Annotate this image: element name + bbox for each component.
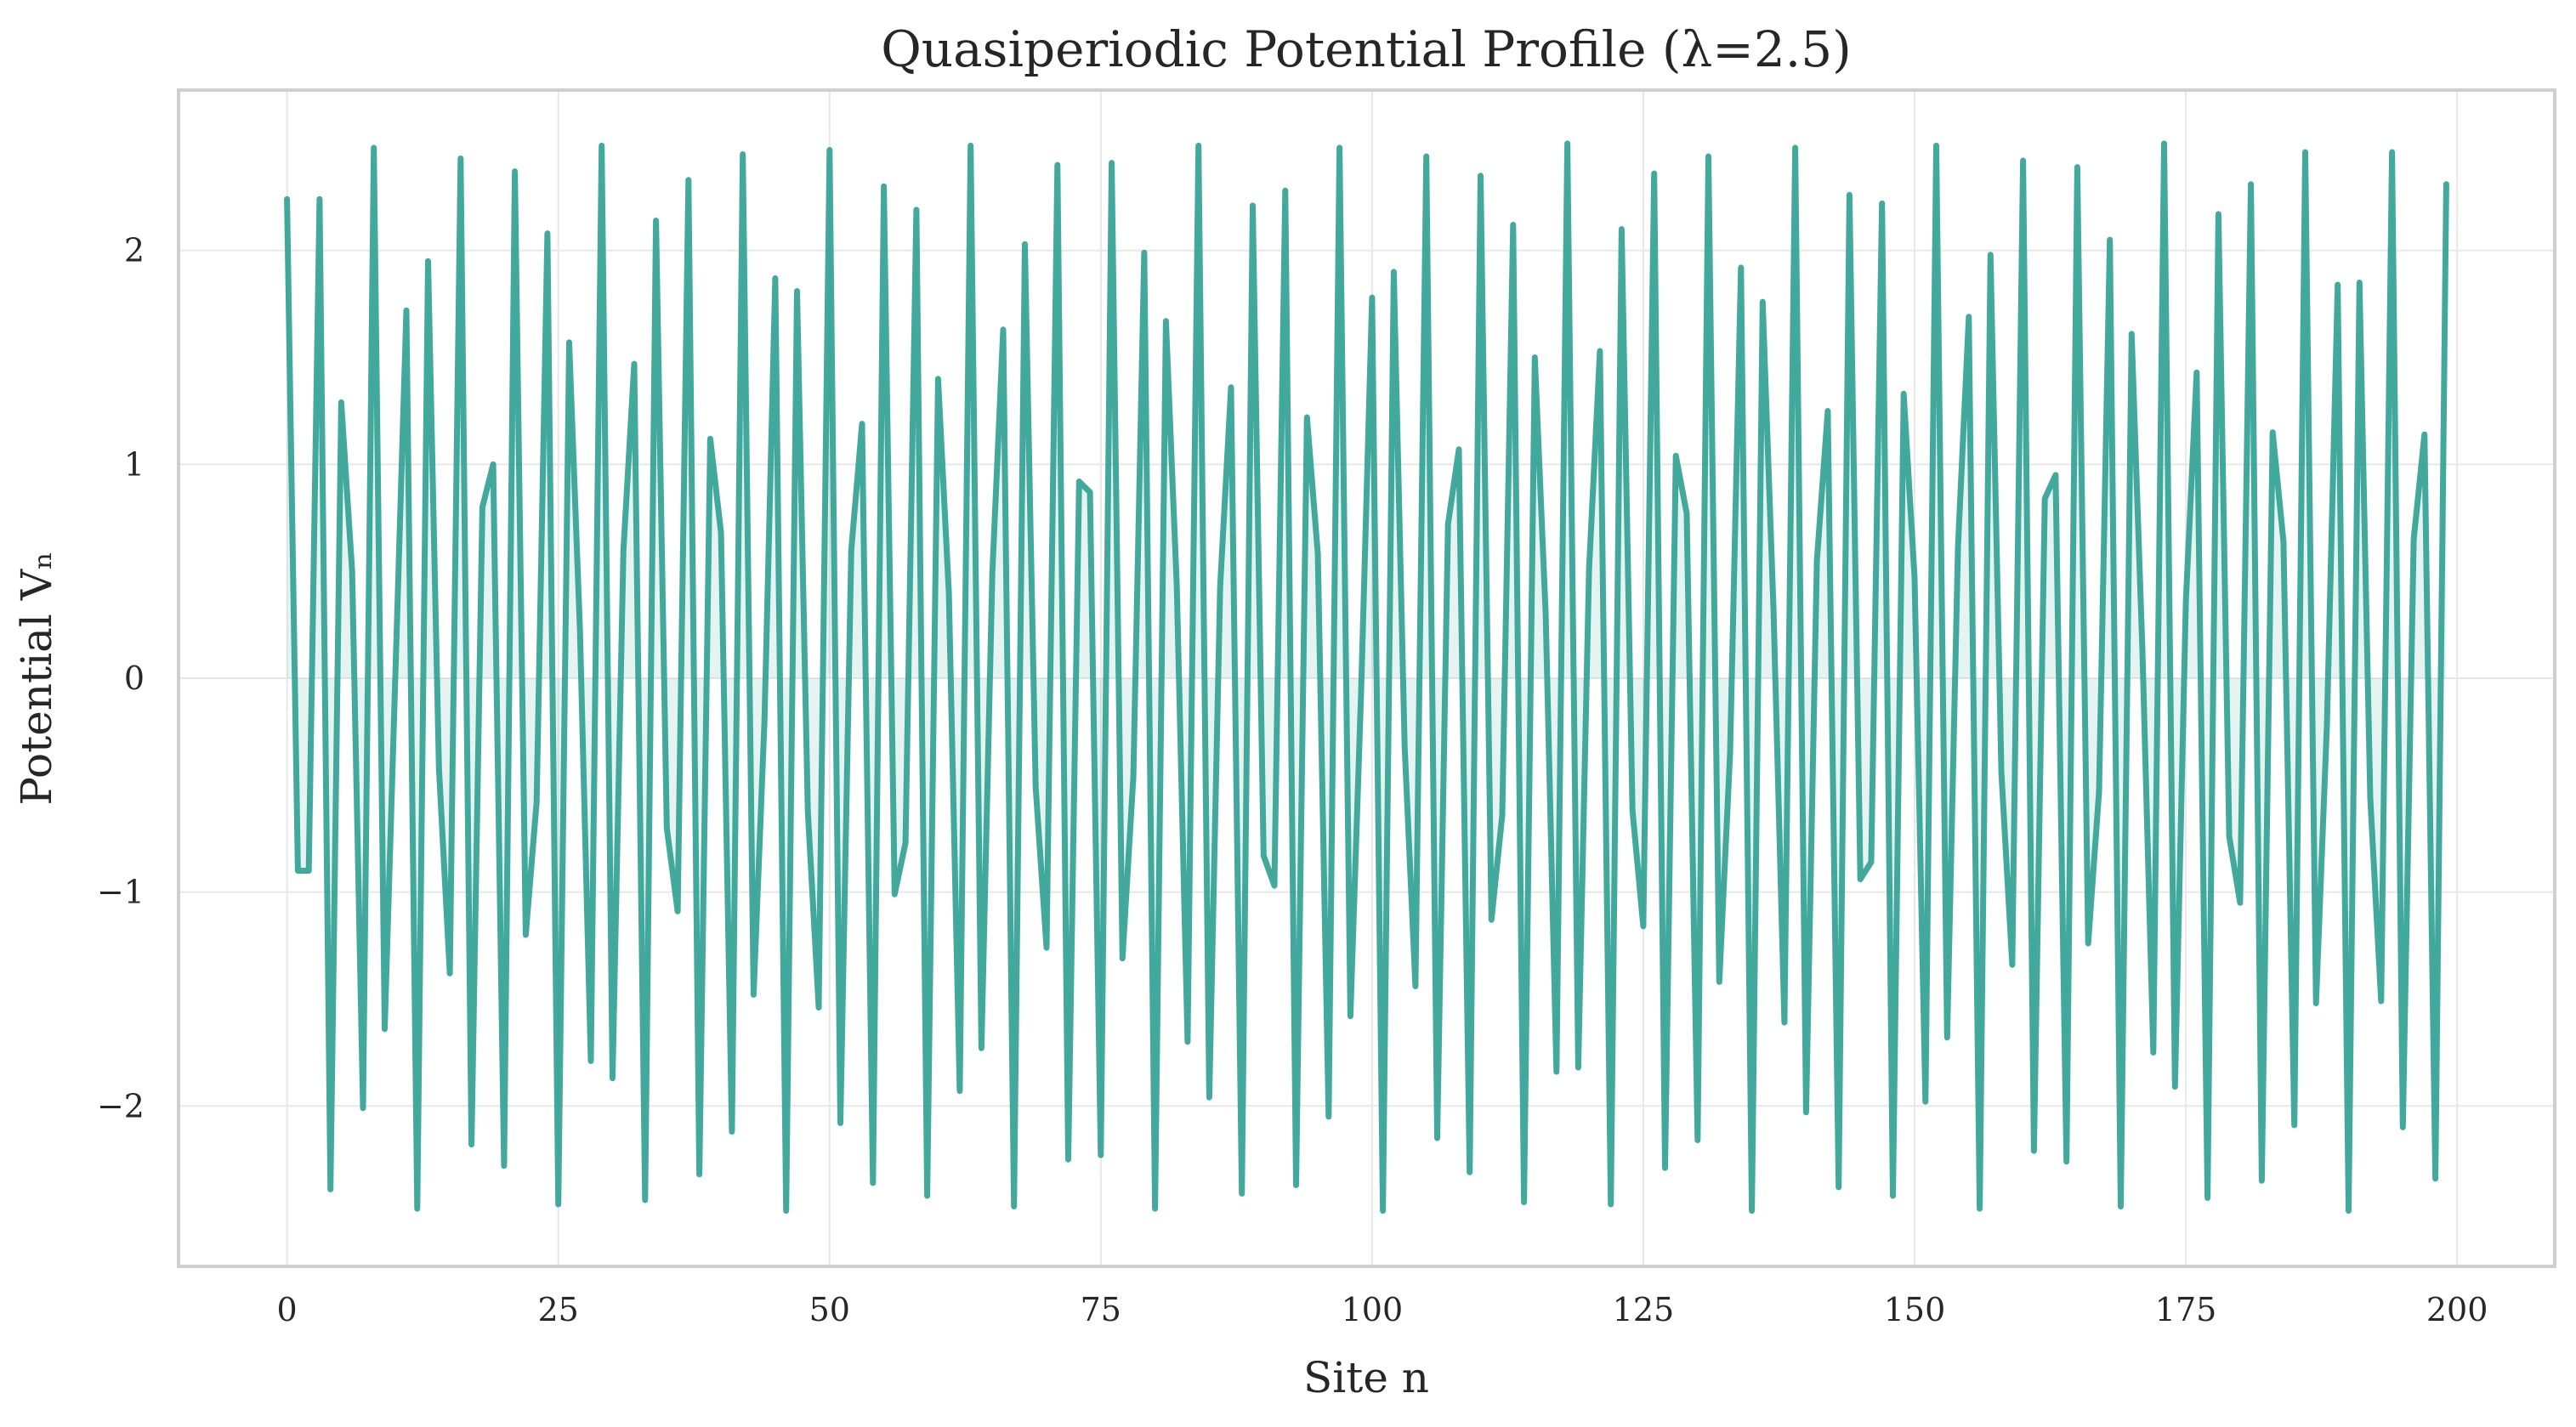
x-tick-label: 150 — [1884, 1291, 1946, 1328]
x-tick-label: 25 — [538, 1291, 579, 1328]
y-tick-label: 0 — [124, 660, 145, 697]
x-tick-label: 125 — [1613, 1291, 1675, 1328]
x-tick-label: 100 — [1342, 1291, 1404, 1328]
y-tick-label: −2 — [97, 1087, 145, 1124]
plot-frame — [177, 88, 2556, 1268]
x-tick-label: 75 — [1081, 1291, 1121, 1328]
x-tick-label: 50 — [809, 1291, 850, 1328]
y-tick-label: 1 — [124, 445, 145, 483]
x-tick-label: 0 — [277, 1291, 298, 1328]
series-lines — [284, 140, 2449, 1215]
y-tick-label: 2 — [124, 232, 145, 269]
x-axis-ticks: 0 25 50 75 100 125 150 175 200 — [277, 1291, 2488, 1328]
series-line — [284, 140, 2449, 1215]
chart-title: Quasiperiodic Potential Profile (λ=2.5) — [881, 20, 1852, 78]
x-tick-label: 175 — [2155, 1291, 2217, 1328]
y-tick-label: −1 — [97, 874, 145, 911]
x-axis-label: Site n — [1303, 1353, 1429, 1402]
y-axis-ticks: −2 −1 0 1 2 — [97, 232, 145, 1125]
y-axis-label: Potential Vₙ — [12, 551, 61, 805]
x-tick-label: 200 — [2426, 1291, 2488, 1328]
